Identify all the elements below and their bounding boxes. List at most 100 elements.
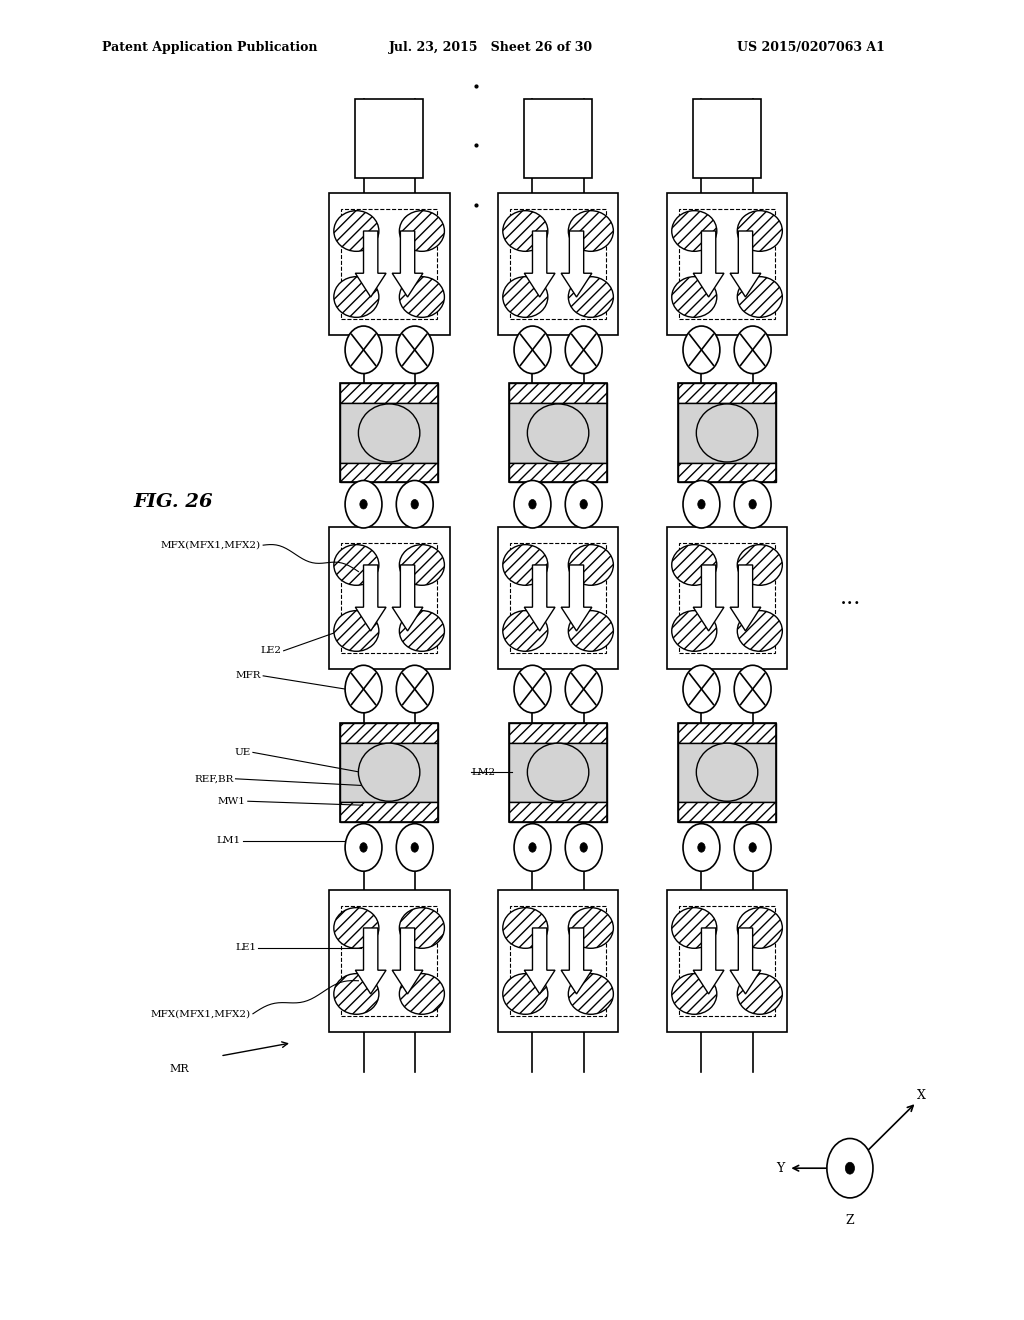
Polygon shape xyxy=(355,565,386,631)
Circle shape xyxy=(514,326,551,374)
Ellipse shape xyxy=(334,908,379,948)
Circle shape xyxy=(734,824,771,871)
Ellipse shape xyxy=(672,277,717,317)
Bar xyxy=(678,742,776,801)
Circle shape xyxy=(345,665,382,713)
Circle shape xyxy=(683,326,720,374)
Circle shape xyxy=(396,824,433,871)
Bar xyxy=(679,906,775,1016)
Circle shape xyxy=(827,1138,872,1199)
Bar xyxy=(340,383,438,482)
Polygon shape xyxy=(693,928,724,994)
Text: LM2: LM2 xyxy=(471,768,496,776)
Ellipse shape xyxy=(568,277,613,317)
Circle shape xyxy=(683,665,720,713)
Text: Z: Z xyxy=(846,1214,854,1228)
Polygon shape xyxy=(561,928,592,994)
Bar xyxy=(498,193,618,335)
Ellipse shape xyxy=(334,545,379,585)
Polygon shape xyxy=(730,928,761,994)
Ellipse shape xyxy=(568,211,613,251)
Ellipse shape xyxy=(503,211,548,251)
Bar xyxy=(340,403,438,462)
Circle shape xyxy=(359,842,368,853)
Bar xyxy=(678,801,776,821)
Bar xyxy=(329,193,450,335)
Text: LE1: LE1 xyxy=(234,944,256,952)
Circle shape xyxy=(683,824,720,871)
Bar xyxy=(678,723,776,743)
Ellipse shape xyxy=(568,611,613,651)
Circle shape xyxy=(749,499,757,510)
Ellipse shape xyxy=(334,611,379,651)
Bar xyxy=(678,383,776,404)
Ellipse shape xyxy=(334,277,379,317)
Polygon shape xyxy=(392,231,423,297)
Circle shape xyxy=(359,499,368,510)
Circle shape xyxy=(697,842,706,853)
Text: Patent Application Publication: Patent Application Publication xyxy=(102,41,317,54)
Text: X: X xyxy=(918,1089,926,1102)
Bar xyxy=(667,890,787,1032)
Bar xyxy=(510,543,606,653)
Circle shape xyxy=(514,480,551,528)
Ellipse shape xyxy=(696,404,758,462)
Text: ...: ... xyxy=(840,587,861,609)
Bar xyxy=(679,543,775,653)
Circle shape xyxy=(514,665,551,713)
Ellipse shape xyxy=(672,908,717,948)
Circle shape xyxy=(345,326,382,374)
Text: MFX(MFX1,MFX2): MFX(MFX1,MFX2) xyxy=(151,1010,251,1018)
Polygon shape xyxy=(561,565,592,631)
Ellipse shape xyxy=(568,545,613,585)
Ellipse shape xyxy=(503,545,548,585)
Bar xyxy=(329,527,450,669)
Polygon shape xyxy=(693,231,724,297)
Ellipse shape xyxy=(358,743,420,801)
Text: MFX(MFX1,MFX2): MFX(MFX1,MFX2) xyxy=(161,541,261,549)
Polygon shape xyxy=(355,928,386,994)
Circle shape xyxy=(396,326,433,374)
Bar xyxy=(510,723,606,743)
Text: LM1: LM1 xyxy=(216,837,241,845)
Text: LE2: LE2 xyxy=(260,647,282,655)
Bar xyxy=(510,403,606,462)
Bar xyxy=(510,383,606,404)
Text: FIG. 26: FIG. 26 xyxy=(133,492,213,511)
Ellipse shape xyxy=(737,277,782,317)
Polygon shape xyxy=(730,231,761,297)
Bar xyxy=(667,527,787,669)
Ellipse shape xyxy=(358,404,420,462)
Ellipse shape xyxy=(568,908,613,948)
Bar xyxy=(510,801,606,821)
Bar xyxy=(340,383,438,404)
Ellipse shape xyxy=(399,974,444,1014)
Circle shape xyxy=(580,499,588,510)
Polygon shape xyxy=(693,565,724,631)
Bar xyxy=(340,742,438,801)
Bar xyxy=(340,462,438,482)
Circle shape xyxy=(411,842,419,853)
Bar xyxy=(341,543,437,653)
Ellipse shape xyxy=(399,211,444,251)
Polygon shape xyxy=(355,231,386,297)
Ellipse shape xyxy=(737,545,782,585)
Ellipse shape xyxy=(672,211,717,251)
Ellipse shape xyxy=(737,908,782,948)
Bar xyxy=(693,99,761,178)
Circle shape xyxy=(734,480,771,528)
Bar xyxy=(524,99,592,178)
Bar xyxy=(498,890,618,1032)
Circle shape xyxy=(411,499,419,510)
Polygon shape xyxy=(392,565,423,631)
Circle shape xyxy=(734,326,771,374)
Circle shape xyxy=(565,326,602,374)
Circle shape xyxy=(565,480,602,528)
Ellipse shape xyxy=(737,611,782,651)
Ellipse shape xyxy=(672,974,717,1014)
Bar xyxy=(679,209,775,319)
Ellipse shape xyxy=(568,974,613,1014)
Circle shape xyxy=(683,480,720,528)
Bar xyxy=(340,801,438,821)
Polygon shape xyxy=(524,565,555,631)
